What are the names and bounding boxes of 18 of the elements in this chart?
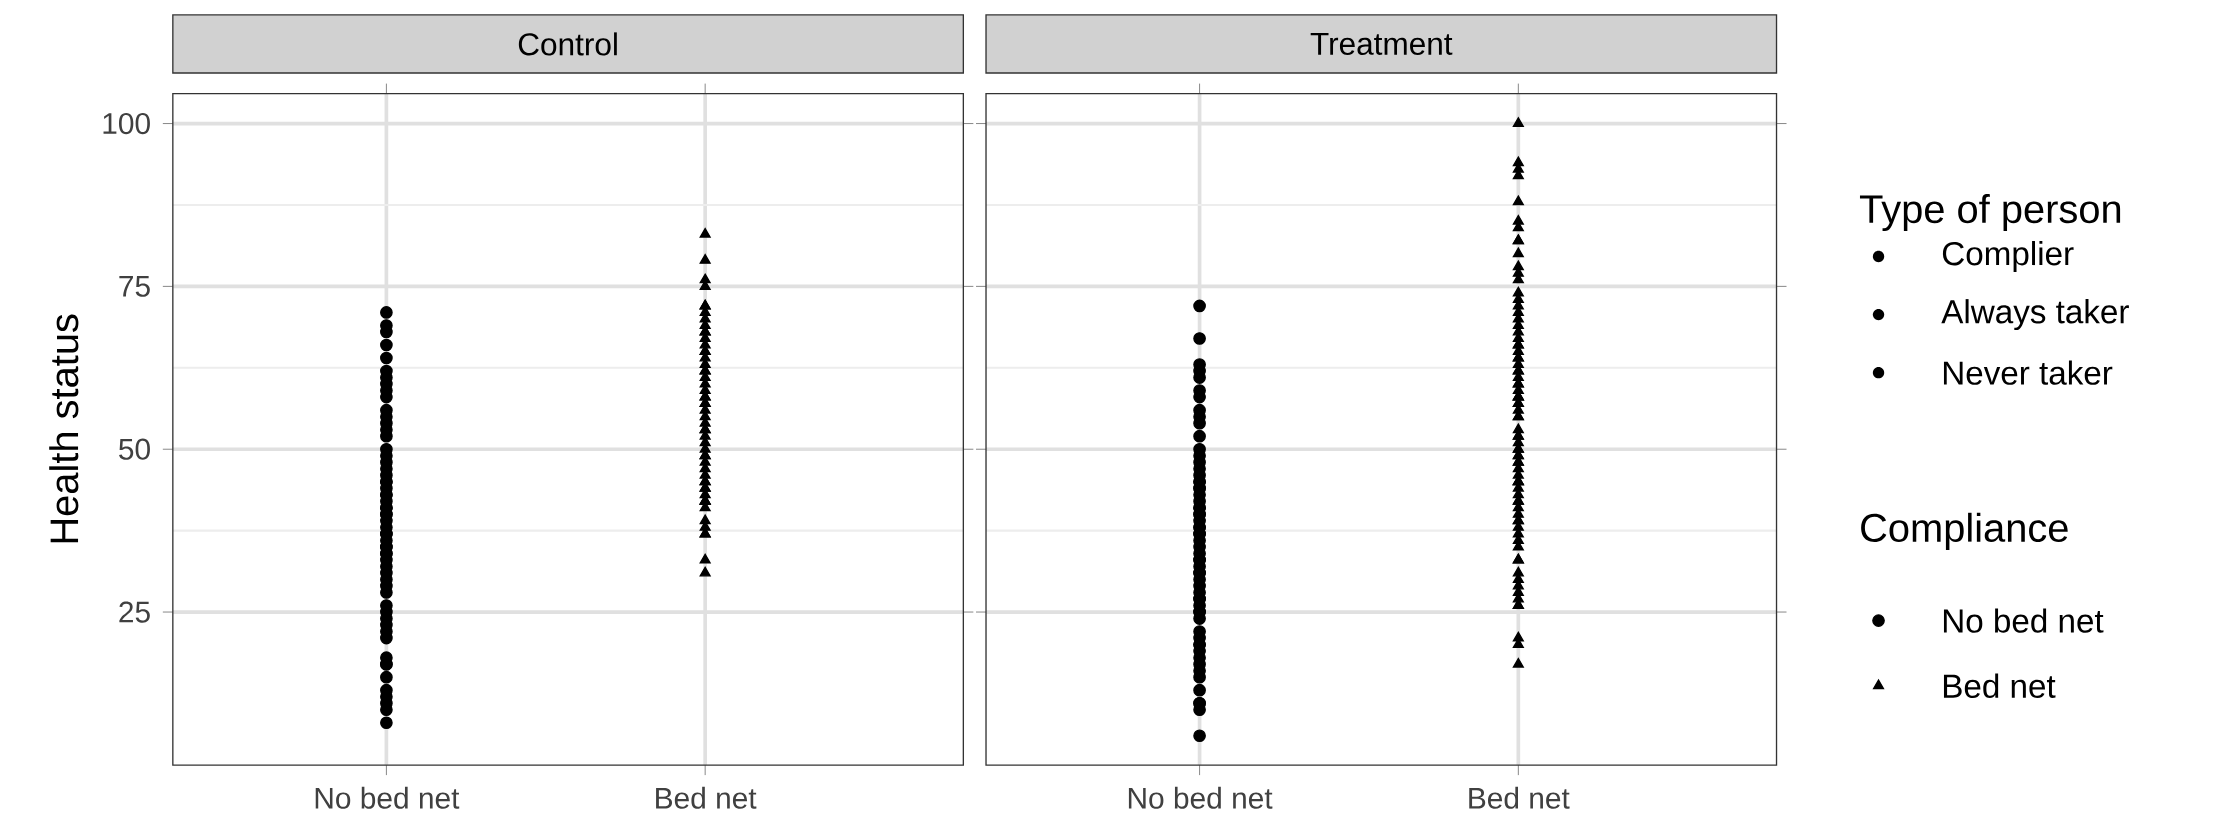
x-tick-label: Bed net (1469, 786, 1570, 809)
y-tick-label: 75 (119, 275, 150, 297)
y-tick-label: 50 (119, 438, 150, 460)
y-tick-label: 25 (119, 601, 150, 623)
y-axis-title: Health status (49, 314, 79, 543)
text: Complier (1942, 241, 2074, 272)
legend-label: No bed net (1943, 608, 2104, 633)
legend-title: Compliance (1861, 512, 2068, 550)
y-tick-label: 100 (103, 112, 150, 135)
text: Type of person (1859, 193, 2121, 232)
legend-label: Bed net (1943, 673, 2056, 698)
chart-title: Treatment (1310, 32, 1453, 55)
chart-title: Control (518, 32, 617, 56)
x-tick-label: No bed net (315, 786, 460, 809)
text: Always taker (1941, 299, 2129, 331)
x-tick-label: Bed net (656, 786, 757, 809)
text: Never taker (1943, 360, 2113, 385)
x-tick-label: No bed net (1128, 786, 1273, 809)
